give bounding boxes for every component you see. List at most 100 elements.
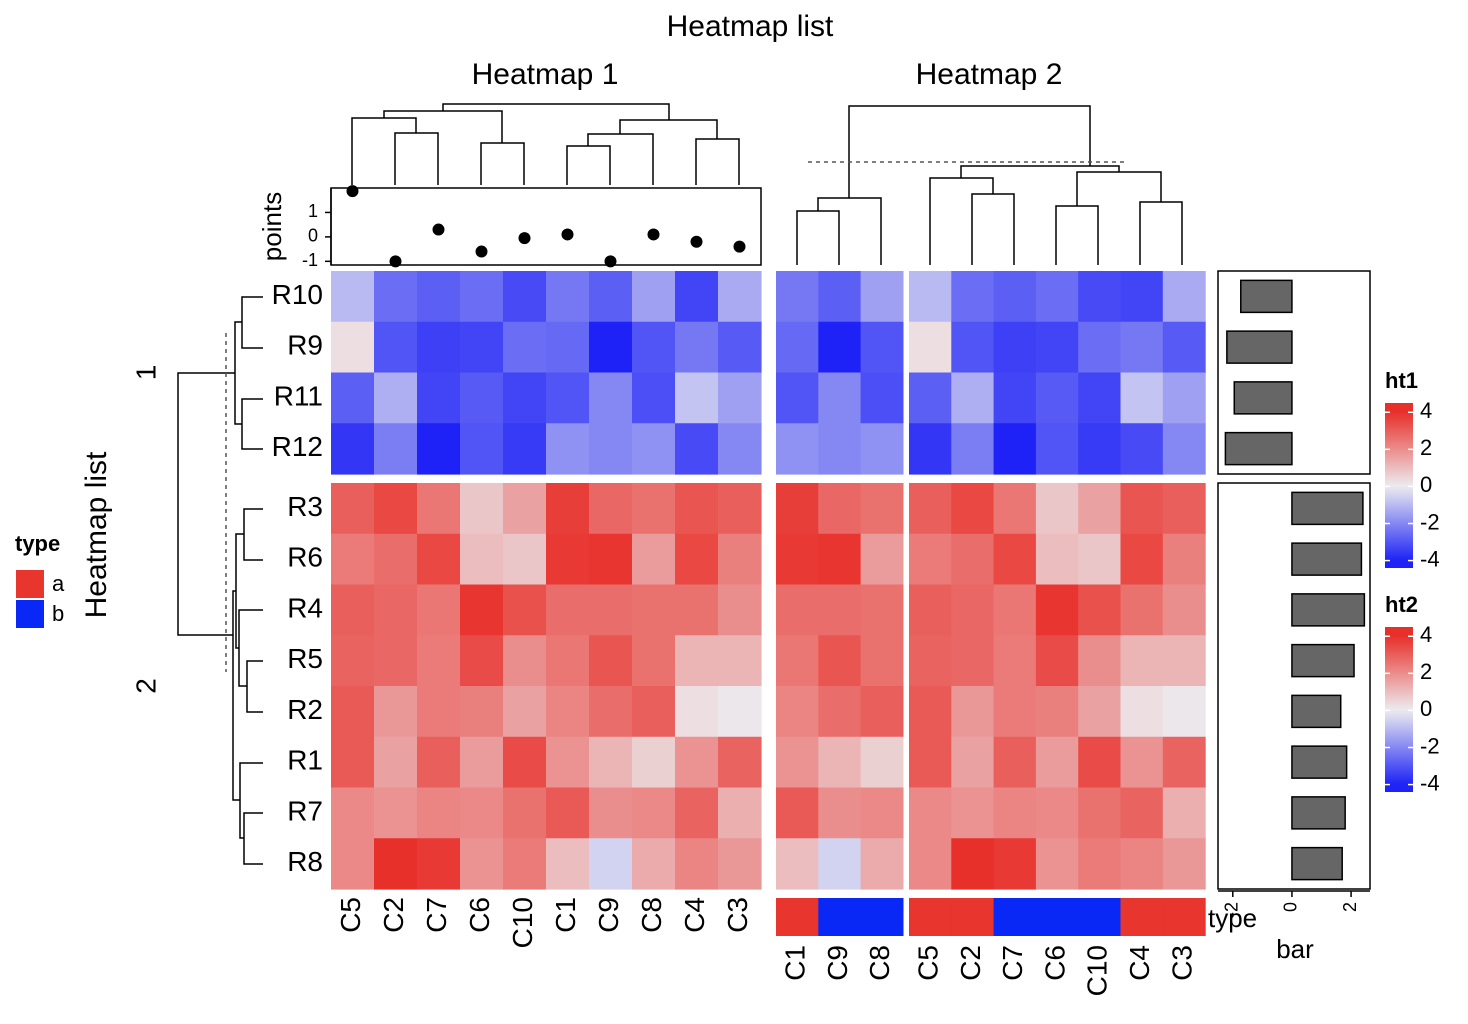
- heatmap-cell: [1162, 271, 1206, 323]
- heatmap-cell: [675, 686, 719, 738]
- heatmap-cell: [718, 686, 762, 738]
- point: [518, 232, 531, 245]
- heatmap-cell: [675, 838, 719, 890]
- heatmap-cell: [331, 271, 375, 323]
- annotation-box: [1217, 482, 1371, 890]
- heatmap-cell: [460, 736, 504, 789]
- heatmap-cell: [417, 372, 461, 424]
- heatmap-cell: [1035, 372, 1079, 424]
- heatmap-cell: [818, 423, 862, 475]
- heatmap-cell: [818, 584, 862, 636]
- heatmap-cell: [1162, 533, 1206, 586]
- row-label: R4: [287, 592, 323, 623]
- annotation-label: bar: [1276, 934, 1314, 964]
- heatmap-cell: [776, 423, 819, 475]
- heatmap-cell: [951, 787, 995, 839]
- heatmap-cell: [632, 736, 676, 789]
- legend-title: type: [15, 531, 60, 556]
- heatmap-cell: [589, 686, 633, 738]
- heatmap-title: Heatmap 2: [916, 58, 1063, 91]
- heatmap-cell: [331, 483, 375, 535]
- heatmap-cell: [1120, 736, 1164, 789]
- heatmap-cell: [1035, 423, 1079, 475]
- heatmap-cell: [546, 321, 590, 374]
- heatmap-cell: [818, 372, 862, 424]
- heatmap-cell: [503, 736, 547, 789]
- heatmap-cell: [546, 483, 590, 535]
- heatmap-cell: [909, 372, 952, 424]
- heatmap-cell: [460, 321, 504, 374]
- legend-label: a: [52, 571, 65, 596]
- heatmap-cell: [909, 736, 952, 789]
- heatmap-cell: [993, 271, 1037, 323]
- row-label: R3: [287, 491, 323, 522]
- heatmap-cell: [675, 736, 719, 789]
- heatmap-cell: [460, 787, 504, 839]
- heatmap-cell: [546, 423, 590, 475]
- heatmap-cell: [374, 584, 418, 636]
- row-label: R12: [272, 431, 323, 462]
- heatmap-cell: [503, 838, 547, 890]
- heatmap-cell: [417, 838, 461, 890]
- row-label: R1: [287, 745, 323, 776]
- row-label: R6: [287, 542, 323, 573]
- heatmap-cell: [632, 372, 676, 424]
- heatmap-cell: [632, 635, 676, 687]
- heatmap-cell: [503, 584, 547, 636]
- heatmap-cell: [1035, 584, 1079, 636]
- legend-tick-label: 4: [1420, 398, 1432, 423]
- heatmap-cell: [1035, 736, 1079, 789]
- heatmap-cell: [374, 686, 418, 738]
- column-label: C5: [913, 945, 944, 981]
- heatmap-cell: [993, 321, 1037, 374]
- column-label: C9: [593, 897, 624, 933]
- legend-colorbar: [1385, 403, 1413, 568]
- heatmap-cell: [374, 736, 418, 789]
- heatmap-cell: [589, 483, 633, 535]
- heatmap-cell: [1162, 372, 1206, 424]
- legend-tick-label: -2: [1420, 733, 1440, 758]
- heatmap-cell: [1035, 271, 1079, 323]
- heatmap-cell: [776, 838, 819, 890]
- column-dendrogram: [796, 105, 1183, 265]
- heatmap-cell: [909, 483, 952, 535]
- heatmap-cell: [503, 635, 547, 687]
- heatmap-cell: [460, 271, 504, 323]
- point: [561, 228, 574, 241]
- heatmap-cell: [460, 686, 504, 738]
- heatmap-cell: [1120, 686, 1164, 738]
- heatmap-cell: [503, 787, 547, 839]
- legend-tick-label: 2: [1420, 659, 1432, 684]
- heatmap-cell: [718, 635, 762, 687]
- heatmap-cell: [331, 686, 375, 738]
- heatmap-cell: [860, 635, 904, 687]
- bar: [1240, 279, 1293, 314]
- bar: [1233, 381, 1293, 415]
- heatmap-cell: [718, 787, 762, 839]
- heatmap-cell: [331, 736, 375, 789]
- column-label: C1: [780, 945, 811, 981]
- legend-tick-label: 0: [1420, 472, 1432, 497]
- bar: [1291, 643, 1355, 678]
- type-annotation-cell: [860, 898, 904, 936]
- heatmap-cell: [417, 483, 461, 535]
- row-label: R5: [287, 643, 323, 674]
- heatmap-cell: [718, 838, 762, 890]
- heatmap-cell: [860, 686, 904, 738]
- heatmap-cell: [1078, 838, 1122, 890]
- heatmap-cell: [1162, 838, 1206, 890]
- row-dendrogram: [177, 296, 263, 865]
- heatmap-cell: [331, 321, 375, 374]
- heatmap-cell: [632, 483, 676, 535]
- heatmap-cell: [1162, 736, 1206, 789]
- heatmap-cell: [632, 533, 676, 586]
- type-annotation-cell: [1035, 898, 1079, 936]
- heatmap-cell: [718, 271, 762, 323]
- column-label: C10: [1082, 945, 1113, 996]
- column-label: C7: [421, 897, 452, 933]
- heatmap-cell: [776, 533, 819, 586]
- heatmap-cell: [909, 423, 952, 475]
- heatmap-cell: [331, 787, 375, 839]
- heatmap-cell: [331, 423, 375, 475]
